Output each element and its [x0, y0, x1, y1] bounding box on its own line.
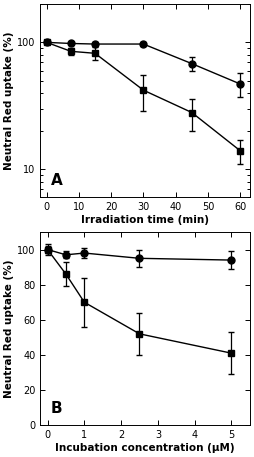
X-axis label: Incubation concentration (μM): Incubation concentration (μM) [55, 443, 235, 453]
Y-axis label: Neutral Red uptake (%): Neutral Red uptake (%) [4, 259, 14, 398]
X-axis label: Irradiation time (min): Irradiation time (min) [81, 215, 209, 225]
Y-axis label: Neutral Red uptake (%): Neutral Red uptake (%) [4, 32, 14, 170]
Text: A: A [51, 173, 62, 188]
Text: B: B [51, 400, 62, 415]
